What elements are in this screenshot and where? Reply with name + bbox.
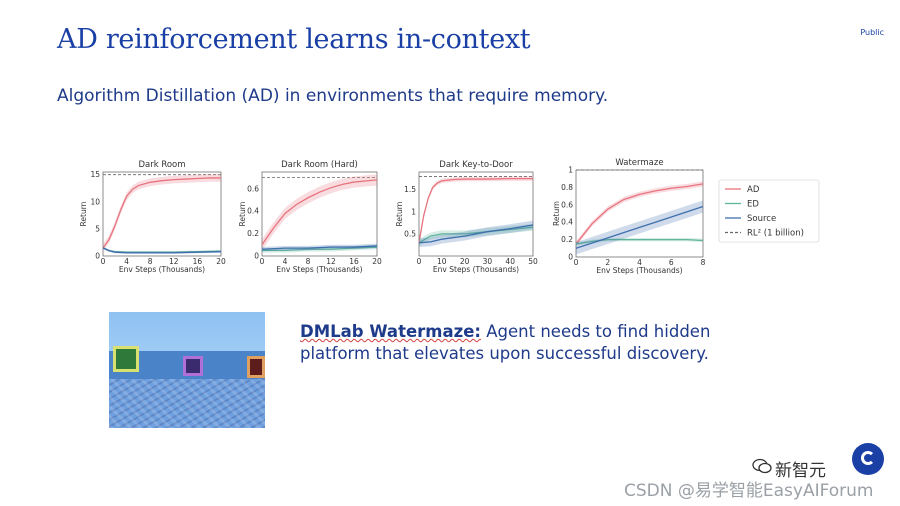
x-tick-label: 0	[574, 258, 579, 267]
y-axis-label: Return	[238, 201, 247, 226]
legend-label-ed: ED	[747, 200, 759, 210]
x-tick-label: 30	[483, 257, 493, 266]
x-tick-label: 0	[417, 257, 422, 266]
chart-title: Watermaze	[615, 158, 663, 168]
y-tick-label: 10	[90, 197, 100, 206]
legend-label-rl2: RL² (1 billion)	[747, 229, 804, 239]
y-tick-label: 1	[568, 166, 573, 175]
y-tick-label: 1.5	[404, 185, 416, 194]
legend-box	[718, 179, 820, 243]
x-tick-label: 4	[637, 258, 642, 267]
brand-logo-icon	[852, 443, 884, 475]
x-axis-label: Env Steps (Thousands)	[433, 265, 519, 274]
chart-panel: Dark Room (Hard) 0 4 8 12 16 20 0 0.2 0.4 0.6 Env S…	[238, 160, 382, 274]
y-axis-label: Return	[79, 201, 88, 226]
series-line-source	[418, 224, 534, 244]
wechat-icon	[752, 458, 772, 474]
y-tick-label: 0	[254, 252, 259, 261]
series-line-ad	[418, 177, 533, 243]
y-tick-label: 0	[95, 252, 100, 261]
series-line-ed	[418, 226, 534, 244]
x-tick-label: 50	[528, 257, 538, 266]
series-line-source	[102, 247, 222, 254]
series-line-source	[261, 245, 378, 250]
description-text: Agent needs to find hidden platform that…	[300, 322, 711, 363]
x-tick-label: 12	[326, 257, 336, 266]
visual-cue-red	[247, 356, 265, 378]
y-tick-label: 0	[568, 253, 573, 262]
brand-name: 新智元	[775, 461, 826, 481]
x-tick-label: 10	[437, 257, 447, 266]
series-line-ad	[575, 183, 704, 245]
y-tick-label: 1	[411, 207, 416, 216]
description-highlight: DMLab Watermaze:	[300, 322, 482, 341]
x-tick-label: 20	[460, 257, 470, 266]
y-tick-label: 5	[95, 224, 100, 233]
y-tick-label: 0.6	[561, 200, 573, 209]
y-axis-label: Return	[395, 201, 404, 226]
page-subtitle: Algorithm Distillation (AD) in environme…	[57, 86, 609, 106]
x-tick-label: 4	[283, 257, 288, 266]
maze-floor	[109, 379, 265, 428]
credit-watermark: CSDN @易学智能EasyAIForum	[624, 481, 874, 501]
y-tick-label: 0.2	[561, 235, 573, 244]
x-tick-label: 0	[260, 257, 265, 266]
chart-panel: Watermaze 0 2 4 6 8 0 0.2 0.4 0.6 0.8 1 Env Steps (T…	[552, 158, 706, 275]
y-tick-label: 0.6	[247, 184, 259, 193]
series-line-source	[575, 205, 704, 249]
y-tick-label: 0.5	[404, 229, 416, 238]
x-tick-label: 6	[669, 258, 674, 267]
y-tick-label: 15	[90, 170, 100, 179]
x-tick-label: 20	[216, 257, 226, 266]
x-axis-label: Env Steps (Thousands)	[276, 265, 362, 274]
x-tick-label: 2	[605, 258, 610, 267]
page-title: AD reinforcement learns in-context	[57, 24, 531, 55]
x-axis-label: Env Steps (Thousands)	[596, 266, 682, 275]
chart-panel: Dark Key-to-Door 0 10 20 30 40 50 0.5 1 1.5 Env St…	[395, 160, 538, 274]
visual-cue-purple	[183, 356, 203, 376]
series-band-ad	[262, 174, 377, 251]
plot-frame	[261, 171, 378, 257]
visibility-badge: Public	[860, 28, 884, 37]
x-tick-label: 20	[372, 257, 382, 266]
x-tick-label: 8	[701, 258, 706, 267]
chart-title: Dark Room (Hard)	[281, 160, 358, 170]
plot-frame	[102, 171, 222, 257]
x-tick-label: 8	[306, 257, 311, 266]
x-tick-label: 4	[124, 257, 129, 266]
plot-frame	[418, 171, 534, 257]
chart-legend: AD ED Source RL² (1 billion)	[718, 179, 820, 243]
series-line-ad	[261, 179, 378, 246]
x-tick-label: 12	[169, 257, 179, 266]
legend-label-source: Source	[747, 214, 776, 224]
chart-title: Dark Key-to-Door	[439, 160, 513, 170]
legend-label-ad: AD	[747, 185, 760, 195]
x-axis-label: Env Steps (Thousands)	[119, 265, 205, 274]
series-line-ad	[102, 177, 221, 249]
chart-panel: Dark Room 0 4 8 12 16 20 0 5 10 15 Env Steps (Thous…	[79, 160, 226, 274]
x-tick-label: 8	[148, 257, 153, 266]
visual-cue-green	[113, 346, 139, 372]
y-tick-label: 0.4	[247, 207, 259, 216]
chart-title: Dark Room	[138, 160, 185, 170]
x-tick-label: 40	[505, 257, 515, 266]
watermaze-screenshot	[109, 312, 265, 428]
series-line-ed	[262, 246, 378, 252]
y-tick-label: 0.4	[561, 218, 573, 227]
watermaze-description: DMLab Watermaze: Agent needs to find hid…	[300, 321, 740, 365]
x-tick-label: 16	[349, 257, 359, 266]
y-axis-label: Return	[552, 201, 561, 226]
x-tick-label: 16	[193, 257, 203, 266]
y-tick-label: 0.8	[561, 183, 573, 192]
x-tick-label: 0	[101, 257, 106, 266]
y-tick-label: 0.2	[247, 229, 259, 238]
